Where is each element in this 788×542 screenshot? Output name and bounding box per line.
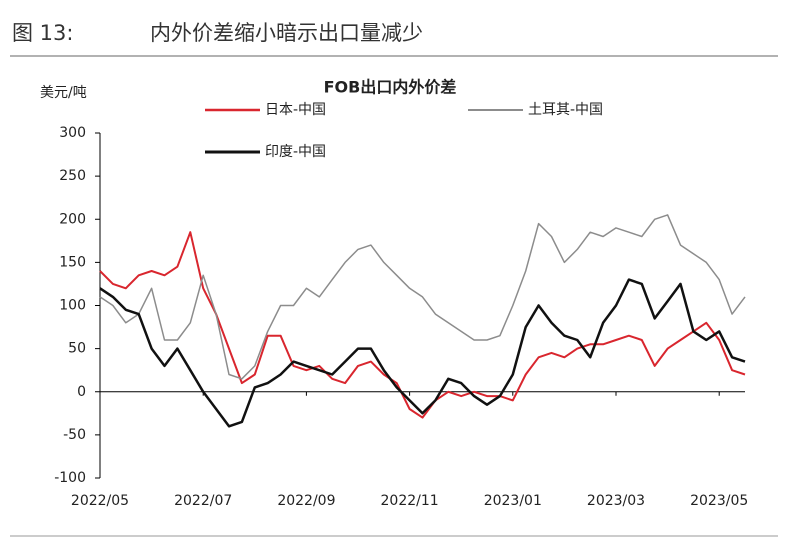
x-tick-label: 2023/03 [587, 493, 645, 509]
y-tick-label: 300 [59, 125, 86, 141]
x-tick-label: 2022/11 [381, 493, 439, 509]
y-axis-label: 美元/吨 [40, 85, 87, 101]
y-tick-label: 250 [59, 168, 86, 184]
x-tick-label: 2022/09 [277, 493, 335, 509]
y-tick-label: 50 [68, 341, 86, 357]
y-tick-label: 150 [59, 254, 86, 270]
figure-title: 内外价差缩小暗示出口量减少 [150, 21, 423, 45]
legend-label: 印度-中国 [265, 144, 326, 160]
figure-label: 图 13: [12, 21, 73, 45]
y-tick-label: 200 [59, 211, 86, 227]
legend-label: 土耳其-中国 [528, 102, 603, 118]
y-tick-label: 0 [77, 384, 86, 400]
series-line [99, 214, 746, 380]
x-tick-label: 2022/07 [174, 493, 232, 509]
series-line [99, 231, 746, 419]
chart-title: FOB出口内外价差 [324, 78, 457, 97]
y-tick-label: -50 [63, 427, 86, 443]
series-line [99, 278, 746, 428]
x-tick-label: 2022/05 [71, 493, 129, 509]
legend-label: 日本-中国 [265, 102, 326, 118]
y-tick-label: -100 [54, 470, 86, 486]
y-tick-label: 100 [59, 298, 86, 314]
x-tick-label: 2023/01 [484, 493, 542, 509]
x-tick-label: 2023/05 [690, 493, 748, 509]
